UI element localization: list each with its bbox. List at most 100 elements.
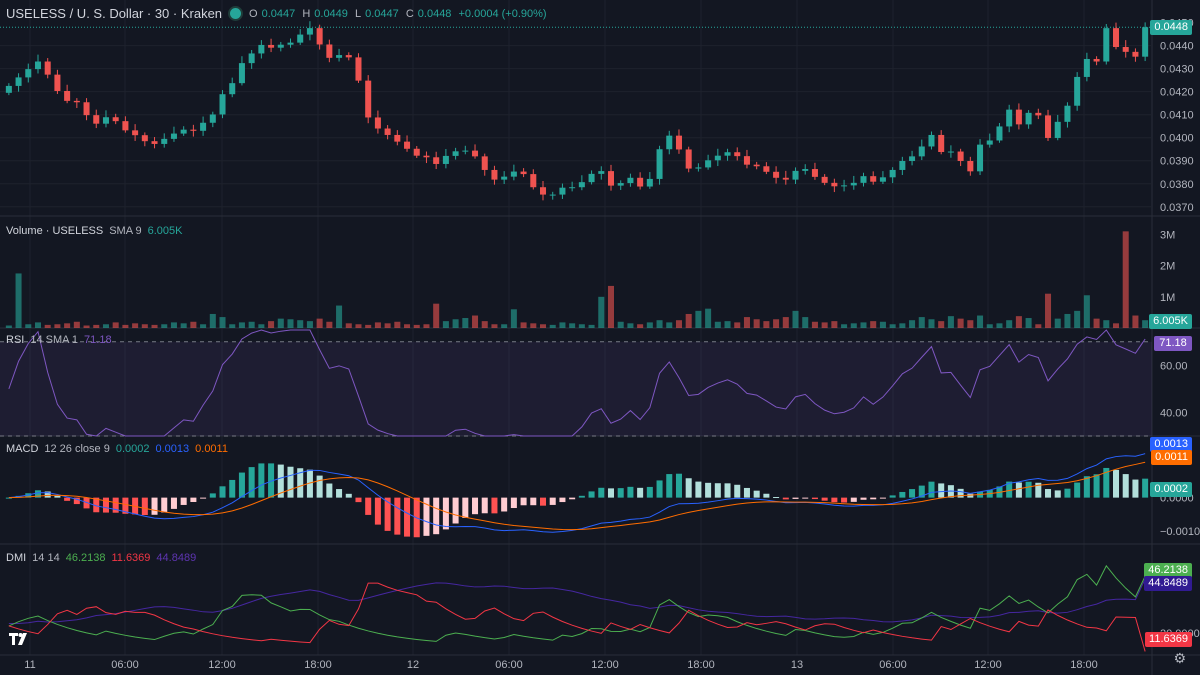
candle-body	[170, 133, 177, 139]
candle-body	[93, 115, 100, 124]
volume-bar	[151, 324, 158, 328]
volume-bar	[821, 322, 828, 328]
volume-bar	[1122, 231, 1129, 328]
volume-bar	[1015, 316, 1022, 328]
macd-histogram-bar	[365, 497, 372, 515]
dmi-minus-tag: 11.6369	[1145, 632, 1192, 647]
dmi-minus-line	[8, 582, 1146, 652]
candle-body	[617, 183, 624, 186]
high-value: 0.0449	[314, 7, 348, 20]
macd-histogram-bar	[481, 497, 488, 514]
macd-signal-value: 0.0011	[195, 443, 228, 455]
candle-body	[850, 182, 857, 186]
volume-tick-label: 2M	[1160, 261, 1175, 273]
macd-histogram-bar	[112, 497, 119, 513]
rsi-label[interactable]: RSI	[6, 334, 25, 346]
volume-bar	[83, 325, 90, 328]
candle-body	[238, 63, 245, 84]
volume-bar	[773, 319, 780, 328]
candle-body	[870, 176, 877, 182]
volume-bar	[404, 324, 411, 328]
volume-bar	[15, 273, 22, 328]
macd-histogram-bar	[811, 497, 818, 500]
volume-label[interactable]: Volume · USELESS	[6, 225, 104, 237]
time-tick-label: 06:00	[879, 659, 907, 671]
macd-histogram-bar	[277, 464, 284, 498]
open-label: O	[249, 7, 258, 20]
volume-tick-label: 3M	[1160, 229, 1175, 241]
dmi-minus-value: 11.6369	[111, 552, 151, 564]
volume-bar	[598, 296, 605, 328]
candle-body	[821, 176, 828, 183]
volume-bar	[384, 323, 391, 328]
tradingview-logo-icon[interactable]	[8, 631, 30, 647]
settings-gear-icon[interactable]: ⚙	[1173, 650, 1186, 666]
close-value: 0.0448	[417, 7, 452, 20]
time-tick-label: 12:00	[208, 659, 236, 671]
volume-bar	[578, 324, 585, 328]
macd-histogram-bar	[1006, 481, 1013, 498]
candle-body	[957, 151, 964, 161]
volume-sma-label: SMA 9	[109, 225, 142, 237]
volume-bar	[792, 310, 799, 328]
macd-histogram-bar	[1093, 474, 1100, 498]
volume-bar	[918, 317, 925, 328]
macd-histogram-bar	[588, 491, 595, 498]
volume-bar	[472, 315, 479, 328]
volume-bar	[1142, 320, 1149, 328]
macd-histogram-bar	[627, 486, 634, 498]
macd-histogram-bar	[1083, 476, 1090, 498]
macd-histogram-bar	[646, 486, 653, 498]
volume-bar	[34, 322, 42, 328]
candle-body	[802, 169, 809, 171]
macd-histogram-bar	[141, 497, 148, 515]
volume-bar	[734, 322, 741, 328]
candle-body	[268, 44, 275, 48]
macd-histogram-bar	[763, 493, 770, 498]
macd-histogram-bar	[607, 488, 615, 498]
volume-bar	[714, 321, 721, 328]
candle-body	[15, 77, 22, 86]
volume-bar	[413, 324, 420, 328]
macd-histogram-bar	[530, 497, 537, 506]
candle-body	[102, 117, 109, 124]
candle-body	[598, 171, 605, 174]
macd-legend: MACD 12 26 close 9 0.0002 0.0013 0.0011	[6, 443, 228, 455]
adx-value: 44.8489	[156, 552, 197, 564]
candle-body	[627, 177, 634, 184]
macd-histogram-bar	[705, 482, 712, 498]
macd-histogram-bar	[928, 481, 935, 498]
ohlc-values: O 0.0447 H 0.0449 L 0.0447 C 0.0448 +0.0004 …	[249, 8, 551, 20]
macd-histogram-bar	[569, 497, 576, 500]
candle-body	[326, 44, 333, 58]
volume-bar	[743, 317, 750, 328]
symbol-title[interactable]: USELESS / U. S. Dollar · 30 · Kraken	[6, 6, 223, 21]
volume-bar	[423, 324, 430, 328]
macd-histogram-bar	[102, 497, 109, 513]
macd-histogram-bar	[889, 495, 896, 498]
candle-body	[637, 177, 644, 187]
candle-body	[122, 121, 129, 131]
dmi-label[interactable]: DMI	[6, 552, 27, 564]
macd-label[interactable]: MACD	[6, 443, 39, 455]
volume-bar	[141, 324, 148, 328]
volume-bar	[452, 319, 459, 328]
candle-body	[675, 135, 682, 150]
volume-bar	[287, 319, 294, 328]
rsi-last-tag: 71.18	[1154, 336, 1192, 351]
candle-body	[209, 114, 216, 123]
volume-bar	[977, 315, 984, 328]
volume-bar	[73, 321, 80, 328]
volume-bar	[1093, 318, 1100, 328]
macd-histogram-bar	[510, 497, 517, 509]
candle-body	[510, 171, 517, 177]
volume-bar	[569, 323, 576, 328]
macd-histogram-bar	[675, 473, 682, 498]
volume-bar	[44, 324, 51, 328]
candle-body	[5, 85, 12, 93]
time-tick-label: 18:00	[687, 659, 715, 671]
macd-histogram-bar	[860, 497, 867, 500]
candle-body	[229, 83, 236, 95]
rsi-line	[8, 329, 1146, 437]
